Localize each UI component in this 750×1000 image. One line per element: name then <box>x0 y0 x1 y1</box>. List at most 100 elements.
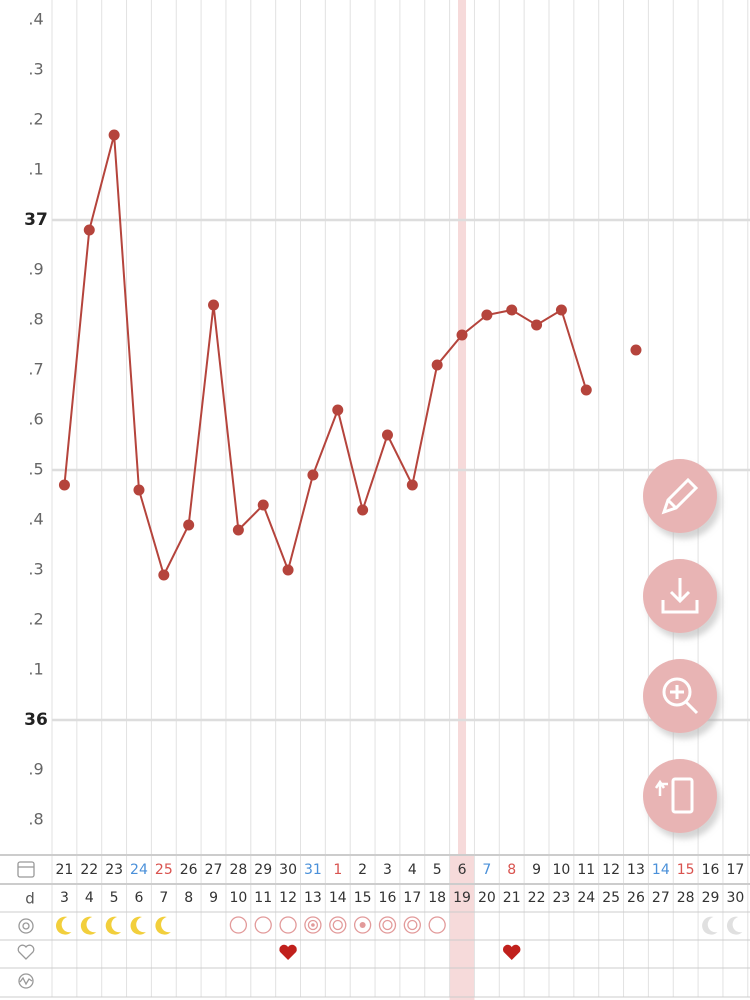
cycle-day: 12 <box>279 890 297 906</box>
y-tick-label: .1 <box>28 660 43 679</box>
cervix-inner <box>307 919 319 931</box>
cervix-inner <box>407 919 418 931</box>
zoom-button[interactable] <box>643 659 717 733</box>
y-tick-label: .1 <box>28 160 43 179</box>
date-label: 30 <box>279 862 297 878</box>
cycle-day: 15 <box>354 890 372 906</box>
moon-icon <box>155 916 171 935</box>
temperature-point <box>630 344 642 356</box>
cycle-day: 5 <box>110 890 119 906</box>
moon-icon <box>56 916 72 935</box>
y-tick-label: .5 <box>28 460 43 479</box>
heart-icon <box>503 944 521 960</box>
cycle-day: 30 <box>726 890 744 906</box>
date-label: 9 <box>532 862 541 878</box>
date-label: 13 <box>627 862 645 878</box>
cycle-day: 22 <box>528 890 546 906</box>
date-label: 21 <box>56 862 74 878</box>
edit-button[interactable] <box>643 459 717 533</box>
cycle-day: 23 <box>553 890 571 906</box>
download-button[interactable] <box>643 559 717 633</box>
highlight-cell <box>449 855 475 1000</box>
cervix-inner <box>382 919 393 931</box>
temperature-point <box>456 329 468 341</box>
temperature-point <box>183 519 195 531</box>
y-tick-label: .7 <box>28 360 43 379</box>
cycle-day: 6 <box>135 890 144 906</box>
date-label: 31 <box>304 862 322 878</box>
cervix-icon <box>378 916 397 934</box>
y-tick-label: .4 <box>28 10 43 29</box>
cycle-day: 24 <box>577 890 595 906</box>
temperature-point <box>158 569 170 581</box>
cycle-day: 13 <box>304 890 322 906</box>
date-label: 2 <box>358 862 367 878</box>
action-buttons <box>643 459 717 833</box>
y-tick-label: 37 <box>24 210 48 230</box>
rotate-button[interactable] <box>643 759 717 833</box>
cycle-day: 27 <box>652 890 670 906</box>
date-label: 26 <box>180 862 198 878</box>
cervix-icon <box>254 916 272 934</box>
heart-icon <box>279 944 297 960</box>
cervix-icon <box>428 916 446 934</box>
temperature-point <box>531 319 543 331</box>
y-tick-label: .3 <box>28 60 43 79</box>
date-label: 27 <box>205 862 223 878</box>
cycle-day-label: d <box>25 890 35 908</box>
temperature-point <box>381 429 393 441</box>
temperature-point <box>133 484 145 496</box>
temperature-point <box>108 129 120 141</box>
date-label: 14 <box>652 862 670 878</box>
temperature-point <box>406 479 418 491</box>
cycle-day: 14 <box>329 890 347 906</box>
cycle-day: 7 <box>159 890 168 906</box>
temperature-point <box>83 224 95 236</box>
date-label: 28 <box>229 862 247 878</box>
date-label: 12 <box>602 862 620 878</box>
cycle-day: 19 <box>453 890 471 906</box>
y-tick-label: .2 <box>28 610 43 629</box>
highlight-column <box>458 0 467 855</box>
date-label: 6 <box>458 862 467 878</box>
date-label: 16 <box>702 862 720 878</box>
cycle-day: 9 <box>209 890 218 906</box>
date-label: 8 <box>507 862 516 878</box>
cervix-icon <box>229 916 248 934</box>
y-tick-label: .3 <box>28 560 43 579</box>
date-label: 17 <box>726 862 744 878</box>
y-tick-label: .4 <box>28 510 43 529</box>
cervix-icon <box>304 916 322 934</box>
cycle-day: 18 <box>428 890 446 906</box>
date-label: 29 <box>254 862 272 878</box>
cycle-day: 21 <box>503 890 521 906</box>
cycle-day: 11 <box>254 890 272 906</box>
temperature-point <box>307 469 319 481</box>
date-label: 11 <box>577 862 595 878</box>
cycle-day: 16 <box>379 890 397 906</box>
cycle-day: 25 <box>602 890 620 906</box>
cycle-day: 3 <box>60 890 69 906</box>
temperature-point <box>208 299 220 311</box>
date-label: 24 <box>130 862 148 878</box>
cycle-day: 20 <box>478 890 496 906</box>
cycle-day: 29 <box>702 890 720 906</box>
cervix-icon <box>279 916 297 934</box>
temperature-point <box>357 504 369 516</box>
y-tick-label: .9 <box>28 760 43 779</box>
cervix-icon <box>403 916 421 934</box>
date-label: 25 <box>155 862 173 878</box>
temperature-point <box>555 304 567 316</box>
moon-icon <box>726 916 743 935</box>
cycle-day: 26 <box>627 890 645 906</box>
cervix-star <box>359 922 366 928</box>
y-tick-label: 36 <box>24 710 48 730</box>
temperature-point <box>282 564 294 576</box>
date-label: 23 <box>105 862 123 878</box>
cycle-day: 28 <box>677 890 695 906</box>
y-tick-label: .8 <box>28 310 43 329</box>
cervix-dot <box>311 923 315 927</box>
cycle-day: 4 <box>85 890 94 906</box>
cervix-icon <box>329 916 347 934</box>
